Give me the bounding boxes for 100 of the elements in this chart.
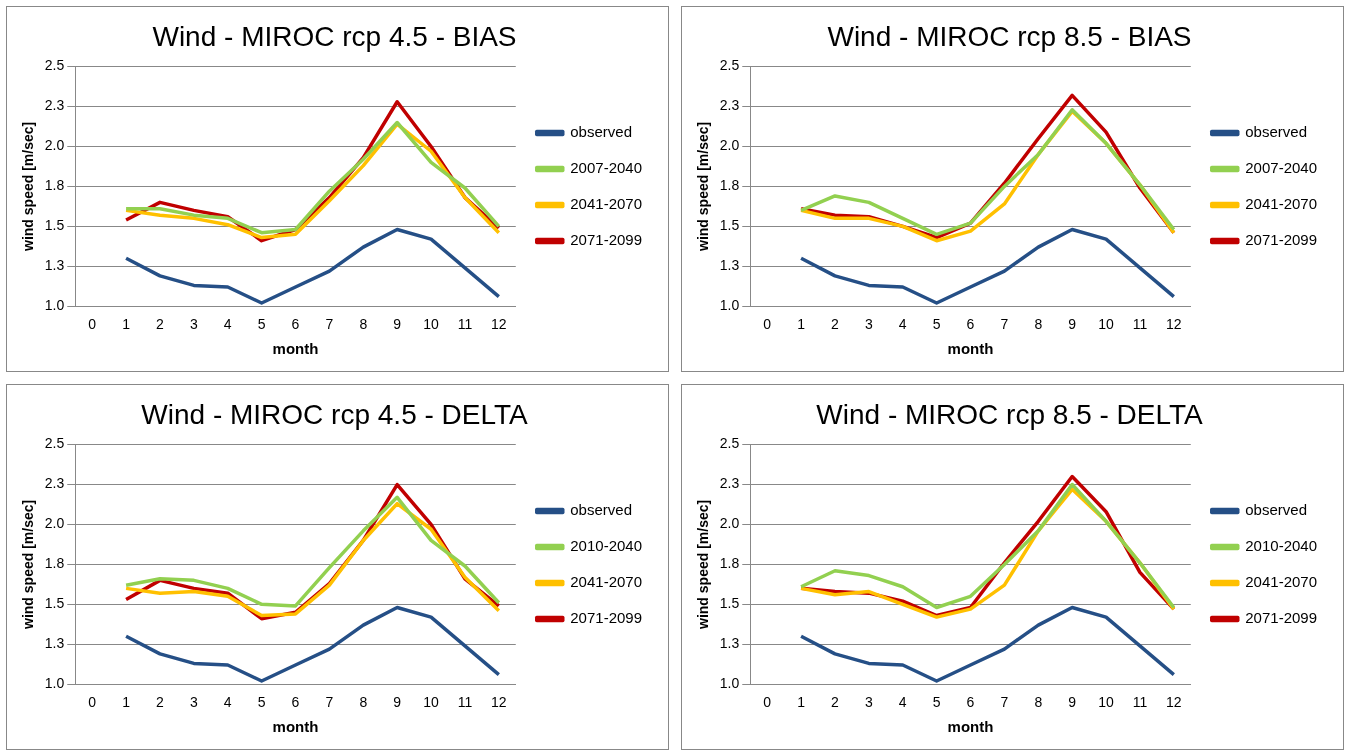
legend-label: observed <box>1245 501 1307 519</box>
x-tick-label: 1 <box>122 694 131 711</box>
y-tick-label: 2.5 <box>719 435 740 452</box>
x-tick-label: 2 <box>831 316 840 333</box>
x-axis-title: month <box>947 340 994 358</box>
y-tick-label: 1.0 <box>44 297 65 314</box>
x-tick-label: 9 <box>1068 316 1077 333</box>
x-axis-title: month <box>272 340 319 358</box>
x-tick-label: 5 <box>932 316 941 333</box>
legend-label: 2071-2099 <box>570 231 642 249</box>
y-tick-label: 2.0 <box>44 137 65 154</box>
legend-label: observed <box>570 123 632 141</box>
y-tick-label: 2.3 <box>719 97 740 114</box>
x-tick-label: 0 <box>763 316 772 333</box>
x-tick-label: 2 <box>156 694 165 711</box>
x-tick-label: 9 <box>393 316 402 333</box>
chart-title: Wind - MIROC rcp 8.5 - DELTA <box>816 398 1203 430</box>
y-tick-label: 1.8 <box>44 555 65 572</box>
x-tick-label: 12 <box>491 694 507 711</box>
y-tick-label: 1.3 <box>719 257 740 274</box>
legend-label: 2007-2040 <box>570 159 642 177</box>
x-tick-label: 7 <box>1000 316 1009 333</box>
y-axis-title: wind speed [m/sec] <box>695 121 712 252</box>
y-tick-label: 1.5 <box>44 595 65 612</box>
y-tick-label: 1.5 <box>44 217 65 234</box>
y-tick-label: 1.5 <box>719 595 740 612</box>
y-axis-title: wind speed [m/sec] <box>695 499 712 630</box>
chart-title: Wind - MIROC rcp 4.5 - BIAS <box>152 20 517 52</box>
x-tick-label: 10 <box>1098 694 1115 711</box>
x-axis-title: month <box>272 718 319 736</box>
y-tick-label: 2.0 <box>719 137 740 154</box>
x-tick-label: 4 <box>223 316 232 333</box>
legend-label: observed <box>1245 123 1307 141</box>
x-tick-label: 6 <box>291 694 300 711</box>
x-tick-label: 3 <box>864 316 873 333</box>
x-tick-label: 7 <box>325 316 334 333</box>
y-tick-label: 1.0 <box>719 297 740 314</box>
x-tick-label: 1 <box>797 694 806 711</box>
x-axis-title: month <box>947 718 994 736</box>
x-tick-label: 3 <box>189 694 198 711</box>
x-tick-label: 6 <box>291 316 300 333</box>
x-tick-label: 2 <box>831 694 840 711</box>
x-tick-label: 9 <box>393 694 402 711</box>
x-tick-label: 1 <box>122 316 131 333</box>
x-tick-label: 8 <box>1034 694 1043 711</box>
x-tick-label: 7 <box>325 694 334 711</box>
x-tick-label: 8 <box>359 316 368 333</box>
y-axis-title: wind speed [m/sec] <box>20 121 37 252</box>
y-tick-label: 1.0 <box>44 675 65 692</box>
x-tick-label: 8 <box>359 694 368 711</box>
legend-label: 2071-2099 <box>1245 231 1317 249</box>
x-tick-label: 6 <box>966 694 975 711</box>
x-tick-label: 2 <box>156 316 165 333</box>
y-tick-label: 2.0 <box>719 515 740 532</box>
x-tick-label: 5 <box>932 694 941 711</box>
x-tick-label: 6 <box>966 316 975 333</box>
y-tick-label: 2.3 <box>719 475 740 492</box>
y-tick-label: 2.3 <box>44 475 65 492</box>
legend-label: 2071-2099 <box>1245 609 1317 627</box>
legend-label: 2041-2070 <box>570 573 642 591</box>
y-tick-label: 2.5 <box>44 57 65 74</box>
y-tick-label: 1.3 <box>719 635 740 652</box>
y-tick-label: 2.0 <box>44 515 65 532</box>
x-tick-label: 11 <box>457 316 473 333</box>
chart-title: Wind - MIROC rcp 8.5 - BIAS <box>827 20 1192 52</box>
x-tick-label: 8 <box>1034 316 1043 333</box>
x-tick-label: 12 <box>1166 316 1182 333</box>
x-tick-label: 11 <box>1132 694 1148 711</box>
x-tick-label: 11 <box>1132 316 1148 333</box>
x-tick-label: 7 <box>1000 694 1009 711</box>
legend-label: 2041-2070 <box>1245 573 1317 591</box>
x-tick-label: 5 <box>257 316 266 333</box>
x-tick-label: 0 <box>88 316 97 333</box>
x-tick-label: 12 <box>1166 694 1182 711</box>
y-tick-label: 1.0 <box>719 675 740 692</box>
x-tick-label: 0 <box>763 694 772 711</box>
x-tick-label: 4 <box>223 694 232 711</box>
legend-label: 2010-2040 <box>1245 537 1317 555</box>
x-tick-label: 3 <box>864 694 873 711</box>
chart-title: Wind - MIROC rcp 4.5 - DELTA <box>141 398 528 430</box>
y-tick-label: 1.5 <box>719 217 740 234</box>
x-tick-label: 12 <box>491 316 507 333</box>
legend-label: 2041-2070 <box>570 195 642 213</box>
y-tick-label: 2.5 <box>719 57 740 74</box>
x-tick-label: 4 <box>898 316 907 333</box>
x-tick-label: 4 <box>898 694 907 711</box>
y-axis-title: wind speed [m/sec] <box>20 499 37 630</box>
y-tick-label: 1.8 <box>719 555 740 572</box>
x-tick-label: 1 <box>797 316 806 333</box>
x-tick-label: 0 <box>88 694 97 711</box>
x-tick-label: 10 <box>423 694 440 711</box>
legend-label: observed <box>570 501 632 519</box>
y-tick-label: 2.5 <box>44 435 65 452</box>
y-tick-label: 1.8 <box>719 177 740 194</box>
legend-label: 2041-2070 <box>1245 195 1317 213</box>
y-tick-label: 1.3 <box>44 635 65 652</box>
legend-label: 2071-2099 <box>570 609 642 627</box>
y-tick-label: 2.3 <box>44 97 65 114</box>
legend-label: 2007-2040 <box>1245 159 1317 177</box>
x-tick-label: 11 <box>457 694 473 711</box>
